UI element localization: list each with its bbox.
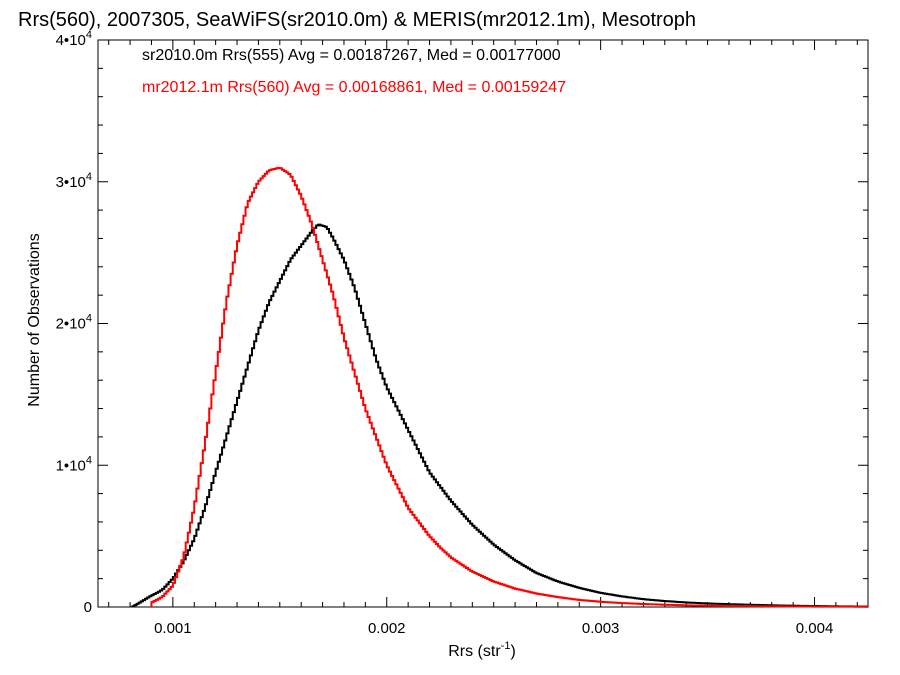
y-tick-label-base: 1•10 — [56, 457, 86, 474]
y-axis-label: Number of Observations — [26, 233, 43, 406]
x-tick-label: 0.004 — [796, 620, 834, 637]
y-tick-label: 0 — [84, 599, 92, 616]
x-axis-label-sup: -1 — [501, 640, 511, 652]
legend-entry-mr2012: mr2012.1m Rrs(560) Avg = 0.00168861, Med… — [142, 79, 566, 96]
y-tick-label: 1•104 — [56, 454, 92, 474]
y-tick-label-base: 3•10 — [56, 174, 86, 191]
x-axis-label-main: Rrs (str — [448, 643, 501, 660]
x-axis-label: Rrs (str-1) — [448, 640, 516, 660]
series-line-0 — [131, 223, 868, 608]
chart-title: Rrs(560), 2007305, SeaWiFS(sr2010.0m) & … — [18, 9, 696, 31]
y-tick-label: 2•104 — [56, 313, 92, 333]
y-tick-label-base: 4•10 — [56, 32, 86, 49]
y-tick-label-exp: 4 — [86, 313, 92, 325]
axis-ticks: 0.001 0.002 0.003 0.00401•1042•1043•1044•10… — [56, 29, 868, 637]
x-tick-label: 0.001 — [154, 620, 192, 637]
x-tick-label: 0.003 — [582, 620, 620, 637]
y-tick-label-exp: 4 — [86, 29, 92, 41]
y-tick-label: 3•104 — [56, 171, 92, 191]
x-axis-label-close: ) — [510, 643, 515, 660]
x-tick-label: 0.002 — [368, 620, 406, 637]
y-tick-label-base: 2•10 — [56, 316, 86, 333]
legend-entry-sr2010: sr2010.0m Rrs(555) Avg = 0.00187267, Med… — [142, 47, 561, 64]
plot-frame — [97, 39, 869, 608]
legend: sr2010.0m Rrs(555) Avg = 0.00187267, Med… — [142, 47, 566, 96]
y-tick-label-exp: 4 — [86, 171, 92, 183]
series-line-1 — [150, 166, 868, 608]
y-tick-label-exp: 4 — [86, 454, 92, 466]
series-group — [131, 166, 868, 608]
y-tick-label: 4•104 — [56, 29, 92, 49]
y-tick-label-base: 0 — [84, 599, 92, 616]
